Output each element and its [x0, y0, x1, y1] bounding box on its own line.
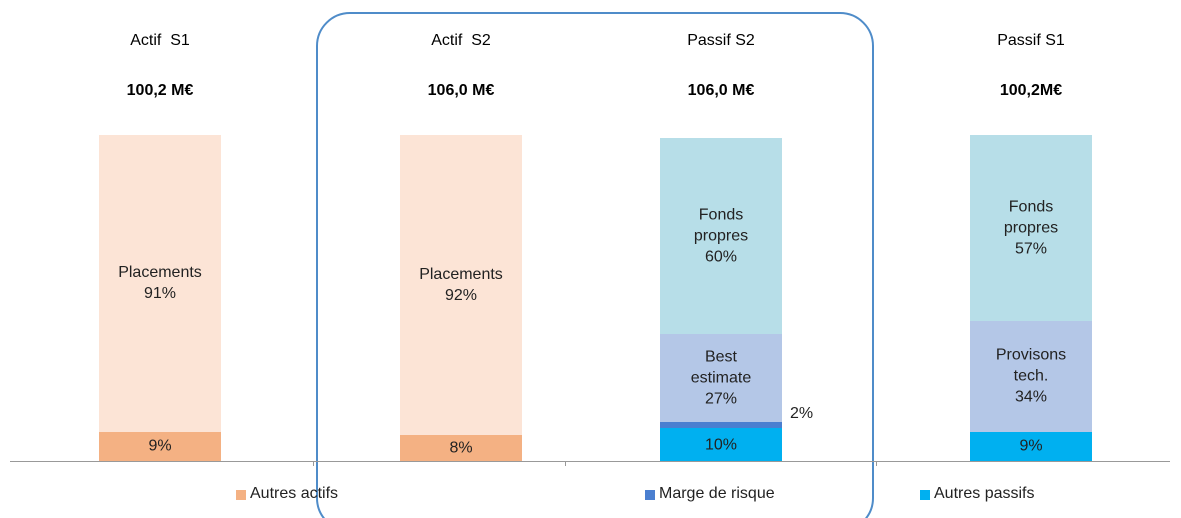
- value-label: 60%: [704, 248, 738, 266]
- bar-segment: 10%: [660, 428, 782, 461]
- bar-title: Actif S1: [130, 32, 190, 49]
- segment-label: Fonds propres 57%: [986, 196, 1076, 259]
- value-label: 9%: [1019, 437, 1043, 455]
- segment-label: Best estimate 27%: [676, 346, 766, 409]
- segment-name: Fonds propres: [693, 206, 749, 245]
- highlight-frame: [316, 12, 874, 518]
- segment-name: Placements: [419, 265, 503, 283]
- segment-label: 8%: [416, 437, 506, 458]
- segment-name: Placements: [118, 264, 202, 282]
- value-label: 8%: [449, 439, 473, 457]
- bar-segment: 9%: [99, 431, 221, 461]
- segment-label: Provisons tech. 34%: [986, 345, 1076, 408]
- legend-swatch: [645, 490, 655, 500]
- bar-segment: 9%: [970, 431, 1092, 461]
- segment-label: Placements 91%: [115, 262, 205, 304]
- bar-title: Passif S1: [997, 32, 1065, 49]
- legend-label: Autres actifs: [250, 485, 339, 502]
- bar-segment: Best estimate 27%: [660, 333, 782, 422]
- bar-title: Passif S2: [687, 32, 755, 49]
- bar-segment: 2%: [660, 405, 813, 429]
- value-label: 34%: [1014, 388, 1048, 406]
- bar-total: 100,2M€: [999, 82, 1063, 99]
- value-label: 92%: [444, 286, 478, 304]
- segment-name: Provisons tech.: [995, 346, 1067, 385]
- segment-name: Best estimate: [690, 348, 752, 387]
- segment-label: Placements 92%: [416, 264, 506, 306]
- baseline: [10, 461, 1170, 462]
- value-label: 27%: [704, 390, 738, 408]
- axis-tick: [565, 461, 566, 466]
- value-label: 9%: [148, 437, 172, 455]
- legend-swatch: [920, 490, 930, 500]
- legend-swatch: [236, 490, 246, 500]
- bar-segment: Placements 92%: [400, 135, 522, 435]
- segment-name: Fonds propres: [1003, 198, 1059, 237]
- bar-total: 106,0 M€: [427, 82, 495, 99]
- legend-label: Marge de risque: [659, 485, 775, 502]
- value-label: 2%: [790, 405, 814, 423]
- bar-segment: 8%: [400, 434, 522, 461]
- bar-segment: Fonds propres 60%: [660, 138, 782, 334]
- segment-label: Fonds propres 60%: [676, 205, 766, 268]
- bar-segment: Placements 91%: [99, 135, 221, 432]
- value-label: 91%: [143, 285, 177, 303]
- value-label: 57%: [1014, 240, 1048, 258]
- bar-title: Actif S2: [431, 32, 491, 49]
- bar-segment: Fonds propres 57%: [970, 135, 1092, 321]
- segment-label: 9%: [986, 436, 1076, 457]
- value-label: 10%: [704, 436, 738, 454]
- segment-label: 9%: [115, 436, 205, 457]
- legend-label: Autres passifs: [934, 485, 1035, 502]
- axis-tick: [313, 461, 314, 466]
- axis-tick: [876, 461, 877, 466]
- bar-total: 106,0 M€: [687, 82, 755, 99]
- bar-total: 100,2 M€: [126, 82, 194, 99]
- bar-segment: Provisons tech. 34%: [970, 320, 1092, 432]
- segment-label: 10%: [676, 434, 766, 455]
